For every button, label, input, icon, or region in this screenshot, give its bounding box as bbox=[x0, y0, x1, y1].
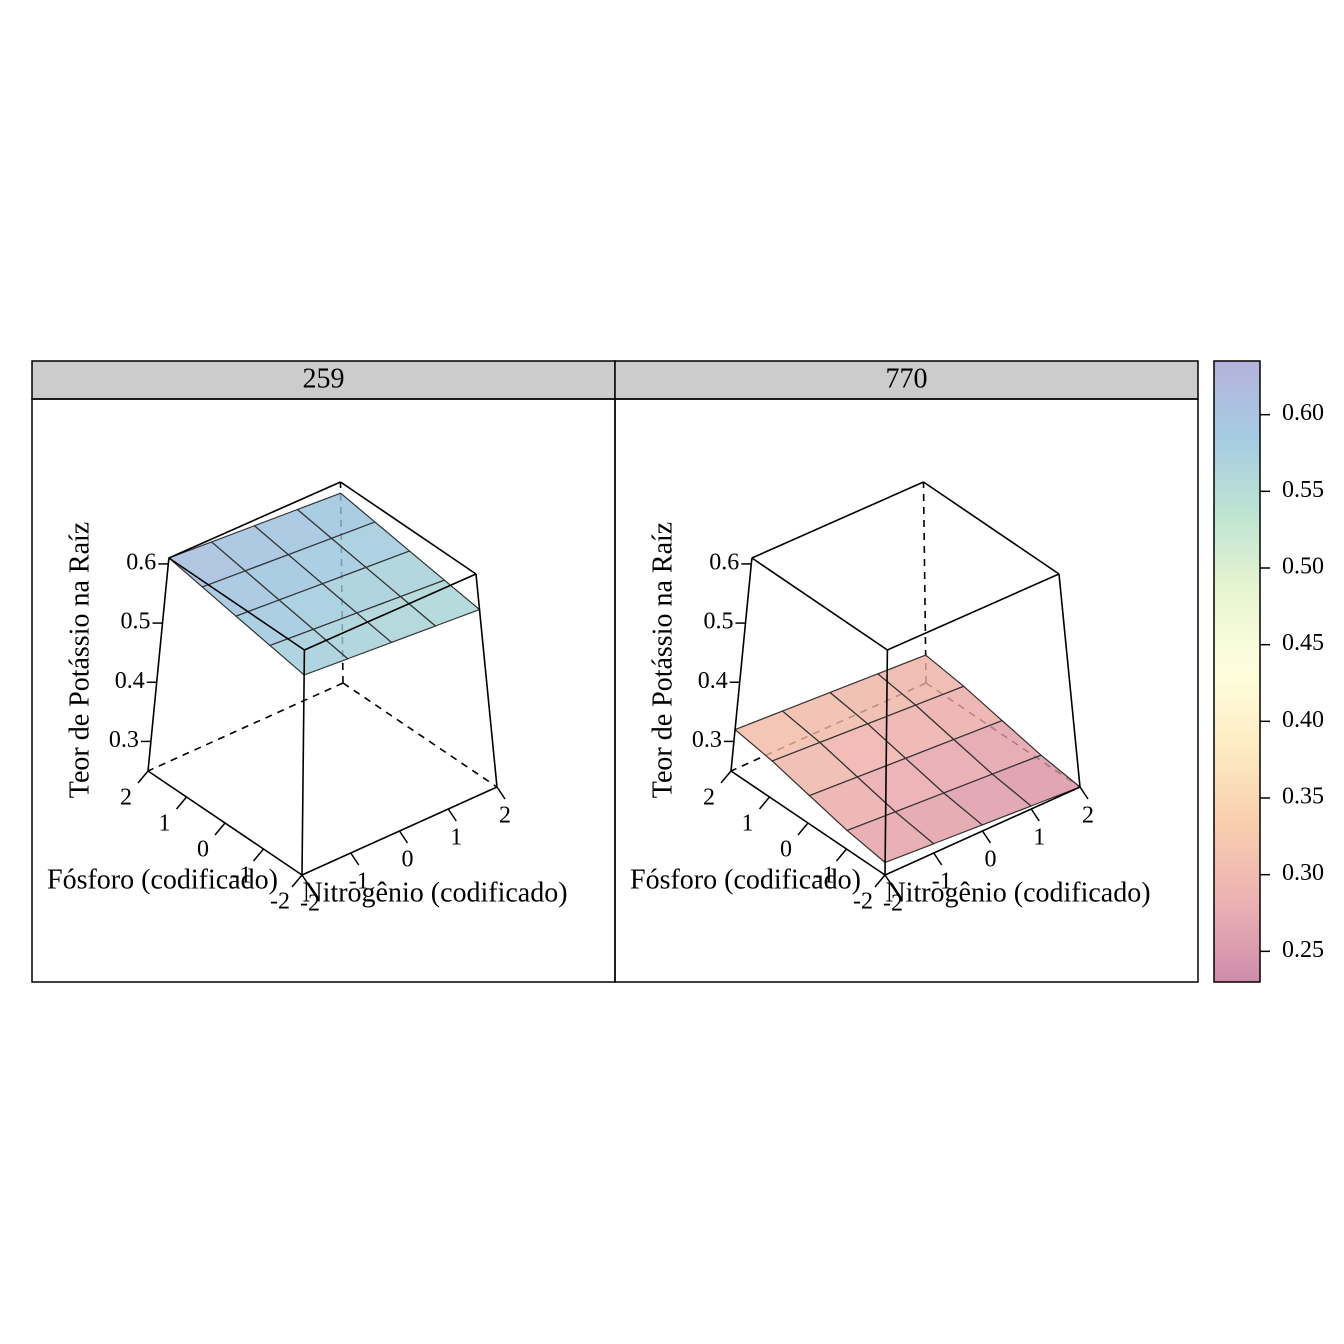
z-axis-label: Teor de Potássio na Raíz bbox=[64, 522, 95, 798]
x-tick bbox=[398, 830, 409, 844]
box-edge bbox=[751, 481, 924, 559]
x-tick bbox=[1030, 808, 1040, 822]
x-tick-label: -1 bbox=[932, 869, 952, 895]
y-tick bbox=[720, 770, 732, 784]
x-axis-label: Nitrogênio (codificado) bbox=[885, 877, 1150, 908]
x-tick-label: 0 bbox=[985, 847, 997, 873]
box-edge-hidden bbox=[922, 481, 927, 684]
x-tick bbox=[496, 786, 506, 800]
colorkey-tick-label: 0.40 bbox=[1282, 707, 1324, 733]
x-axis-label: Nitrogênio (codificado) bbox=[302, 877, 567, 908]
z-tick-label: 0.3 bbox=[109, 727, 139, 753]
surface-facet bbox=[845, 811, 935, 864]
z-tick-label: 0.3 bbox=[692, 727, 722, 753]
x-tick bbox=[1079, 786, 1089, 800]
y-tick-label: 2 bbox=[120, 785, 132, 811]
box-edge bbox=[887, 573, 1060, 651]
colorkey-bar bbox=[1213, 360, 1261, 983]
box-edge bbox=[1058, 573, 1081, 788]
x-tick-label: 2 bbox=[1082, 803, 1094, 829]
y-tick bbox=[137, 770, 149, 784]
strip bbox=[614, 360, 1199, 400]
y-tick bbox=[252, 848, 265, 862]
box-edge-hidden bbox=[147, 682, 344, 772]
x-tick bbox=[447, 808, 457, 822]
colorkey-tick-label: 0.30 bbox=[1282, 860, 1324, 886]
x-tick bbox=[301, 874, 311, 888]
y-tick-label: 2 bbox=[703, 785, 715, 811]
y-tick-label: 1 bbox=[159, 811, 171, 837]
panel-frame bbox=[614, 398, 1199, 983]
box-edge bbox=[475, 573, 498, 788]
y-tick-label: 0 bbox=[780, 837, 792, 863]
x-tick bbox=[884, 874, 894, 888]
x-tick-label: 2 bbox=[499, 803, 511, 829]
box-edge bbox=[340, 481, 477, 575]
z-tick-label: 0.4 bbox=[115, 668, 145, 694]
y-tick-label: 0 bbox=[197, 837, 209, 863]
z-tick-label: 0.5 bbox=[121, 609, 151, 635]
y-tick-label: -1 bbox=[815, 863, 835, 889]
x-tick-label: 0 bbox=[402, 847, 414, 873]
colorkey-tick-label: 0.60 bbox=[1282, 400, 1324, 426]
z-tick-label: 0.6 bbox=[709, 549, 739, 575]
z-tick-label: 0.6 bbox=[126, 549, 156, 575]
y-tick-label: -1 bbox=[232, 863, 252, 889]
z-tick-label: 0.5 bbox=[704, 609, 734, 635]
y-tick-label: 1 bbox=[742, 811, 754, 837]
colorkey-tick-label: 0.25 bbox=[1282, 937, 1324, 963]
y-tick bbox=[214, 822, 226, 836]
strip-label: 770 bbox=[886, 363, 928, 394]
y-tick bbox=[874, 874, 886, 888]
colorkey-tick-label: 0.55 bbox=[1282, 477, 1324, 503]
y-tick bbox=[175, 796, 188, 810]
y-axis-label: Fósforo (codificado) bbox=[630, 864, 861, 895]
x-tick-label: -1 bbox=[349, 869, 369, 895]
box-edge bbox=[730, 557, 753, 772]
strip bbox=[31, 360, 616, 400]
x-tick-label: 1 bbox=[450, 825, 462, 851]
strip-label: 259 bbox=[303, 363, 345, 394]
z-axis-label: Teor de Potássio na Raíz bbox=[647, 522, 678, 798]
x-tick-label: -2 bbox=[883, 891, 903, 917]
y-tick bbox=[835, 848, 848, 862]
box-edge bbox=[884, 649, 889, 876]
x-tick bbox=[933, 852, 943, 866]
x-tick bbox=[981, 830, 992, 844]
colorkey-tick-label: 0.50 bbox=[1282, 554, 1324, 580]
surface bbox=[733, 654, 1082, 864]
box-edge bbox=[168, 557, 305, 651]
colorkey-tick-label: 0.45 bbox=[1282, 630, 1324, 656]
y-tick bbox=[797, 822, 809, 836]
box-edge bbox=[168, 481, 341, 559]
x-tick bbox=[350, 852, 360, 866]
x-tick-label: 1 bbox=[1033, 825, 1045, 851]
y-tick-label: -2 bbox=[853, 889, 873, 915]
box-edge-hidden bbox=[342, 682, 498, 788]
box-edge bbox=[304, 573, 477, 651]
y-axis-label: Fósforo (codificado) bbox=[47, 864, 278, 895]
box-edge bbox=[751, 557, 888, 651]
box-edge bbox=[147, 557, 170, 772]
box-edge bbox=[923, 481, 1060, 575]
y-tick bbox=[758, 796, 771, 810]
y-tick-label: -2 bbox=[270, 889, 290, 915]
y-tick bbox=[291, 874, 303, 888]
surface bbox=[167, 492, 481, 676]
box-edge bbox=[301, 649, 306, 876]
colorkey-tick-label: 0.35 bbox=[1282, 784, 1324, 810]
x-tick-label: -2 bbox=[300, 891, 320, 917]
z-tick-label: 0.4 bbox=[698, 668, 728, 694]
